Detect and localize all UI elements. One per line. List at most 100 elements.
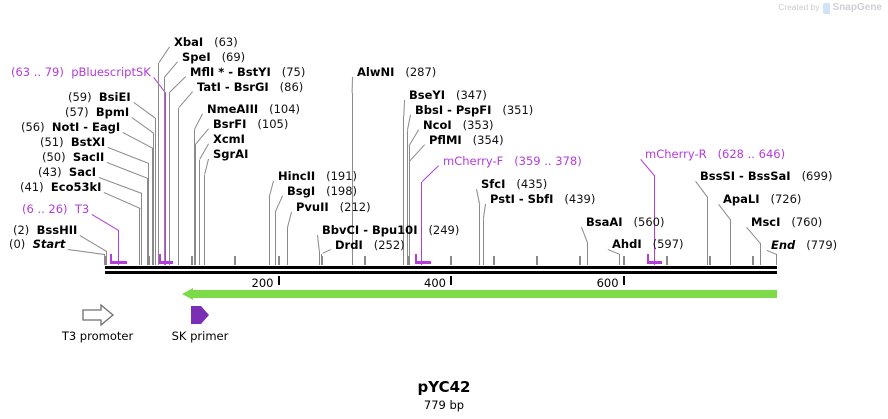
label-position: (57) [65,105,89,119]
label-saci[interactable]: (43) SacI [38,166,96,178]
label-hincii[interactable]: HincII (191) [278,170,357,182]
label-name: BpmI [95,105,130,119]
plasmid-name: pYC42 [417,378,471,396]
label-noti_eagi[interactable]: (56) NotI - EagI [21,121,120,133]
leader-line [640,159,655,176]
label-bseyi[interactable]: BseYI (347) [409,89,487,101]
leader-line [194,128,209,145]
ruler-minor-tick [406,256,409,265]
label-bsiei[interactable]: (59) BsiEI [68,91,131,103]
label-position: (351) [502,103,534,117]
label-name: BssSaI [747,169,791,183]
label-t3[interactable]: (6 .. 26) T3 [22,203,89,215]
label-name: BssHII [36,223,78,237]
label-bsshii[interactable]: (2) BssHII [13,224,77,236]
label-bsssi_bsssai[interactable]: BssSI - BssSaI (699) [700,170,833,182]
label-mcherry_f[interactable]: mCherry-F (359 .. 378) [443,155,582,167]
label-apali[interactable]: ApaLI (726) [723,193,801,205]
label-xcmi[interactable]: XcmI [213,133,245,145]
label-bbvci_bpu10i[interactable]: BbvCI - Bpu10I (249) [322,224,459,236]
label-name: DrdI [335,238,363,252]
label-nmeaiii[interactable]: NmeAIII (104) [207,103,300,115]
label-alwni[interactable]: AlwNI (287) [357,66,436,78]
label-name: NcoI [423,118,452,132]
label-position: (75) [281,65,306,79]
label-bstxi[interactable]: (51) BstXI [40,136,105,148]
label-psti_sbfi[interactable]: PstI - SbfI (439) [490,193,595,205]
label-ncoi[interactable]: NcoI (353) [423,119,494,131]
label-name: Eco53kI [50,180,102,194]
label-separator: - [220,80,234,94]
label-pvuii[interactable]: PvuII (212) [296,201,371,213]
leader-line [165,93,167,265]
ruler-minor-tick [751,256,754,265]
label-bsgi[interactable]: BsgI (198) [287,185,357,197]
ruler-minor-tick [148,256,151,265]
feature-bar-mcherry-f-bar[interactable] [414,261,432,264]
label-sacii[interactable]: (50) SacII [42,151,104,163]
label-bsrfi[interactable]: BsrFI (105) [213,118,288,130]
leader-line [163,78,165,265]
label-bpmi[interactable]: (57) BpmI [65,106,129,118]
leader-line [286,211,292,228]
label-position: (51) [40,135,64,149]
label-spei[interactable]: SpeI (69) [182,51,245,63]
leader-line [482,220,484,265]
label-position: (347) [456,88,487,102]
label-pbluescriptsk[interactable]: (63 .. 79) pBluescriptSK [11,66,151,78]
leader-line [408,129,419,146]
label-name: SfcI [481,177,506,191]
label-separator: - [514,192,528,206]
leader-line [581,227,589,244]
label-start[interactable]: (0) Start [9,238,65,250]
label-ahdi[interactable]: AhdI (597) [612,238,684,250]
label-name: PstI [490,192,515,206]
label-name: SbfI [527,192,554,206]
label-pflmi[interactable]: PflMI (354) [429,134,504,146]
feature-bar-mcherry-r-bar[interactable] [646,261,663,264]
plasmid-length: 779 bp [423,398,465,412]
plasmid-title: pYC42 779 bp [0,378,888,412]
label-position: (63) [214,35,238,49]
leader-line [122,132,154,149]
label-position: (50) [42,150,66,164]
label-xbai[interactable]: XbaI (63) [174,36,238,48]
label-bsaai[interactable]: BsaAI (560) [586,216,664,228]
legend-item-t3-promoter[interactable]: T3 promoter [40,303,155,343]
leader-line [154,118,156,265]
label-eco53ki[interactable]: (41) Eco53kI [20,181,101,193]
label-position: (354) [472,133,504,147]
label-separator: - [224,65,238,79]
label-position: (435) [516,177,548,191]
feature-bar-pbluescriptsk-bar[interactable] [159,261,174,264]
label-bbsi_pspfi[interactable]: BbsI - PspFI (351) [415,104,533,116]
label-name: Bpu10I [372,223,418,237]
ruler-minor-tick [320,256,323,265]
label-tati_bsrgi[interactable]: TatI - BsrGI (86) [197,81,303,93]
label-name: XbaI [174,35,204,49]
leader-line [274,195,283,212]
label-position: (353) [462,118,494,132]
watermark-brand: SnapGene [832,2,882,13]
label-drdi[interactable]: DrdI (252) [335,239,405,251]
label-name: BsgI [287,184,316,198]
label-name: BsaAI [586,215,623,229]
label-mfli_bstyi[interactable]: MflI * - BstYI (75) [190,66,305,78]
feature-bar-stem [414,254,417,262]
watermark-prefix: Created by [778,3,820,12]
label-msci[interactable]: MscI (760) [751,216,822,228]
leader-line [618,254,620,265]
leader-line [147,163,149,265]
feature-bar-t3-bar[interactable] [110,261,128,264]
orf-arrow[interactable] [182,288,777,300]
label-position: (287) [405,65,437,79]
label-sfci[interactable]: SfcI (435) [481,178,547,190]
label-sgrai[interactable]: SgrAI [213,148,248,160]
label-name: SacI [68,165,97,179]
leader-line [91,214,119,231]
label-name: BbsI [415,103,444,117]
legend-item-sk-primer[interactable]: SK primer [150,303,250,343]
label-end[interactable]: End (779) [771,239,837,251]
label-mcherry_r[interactable]: mCherry-R (628 .. 646) [645,148,785,160]
label-name: NotI [51,120,80,134]
